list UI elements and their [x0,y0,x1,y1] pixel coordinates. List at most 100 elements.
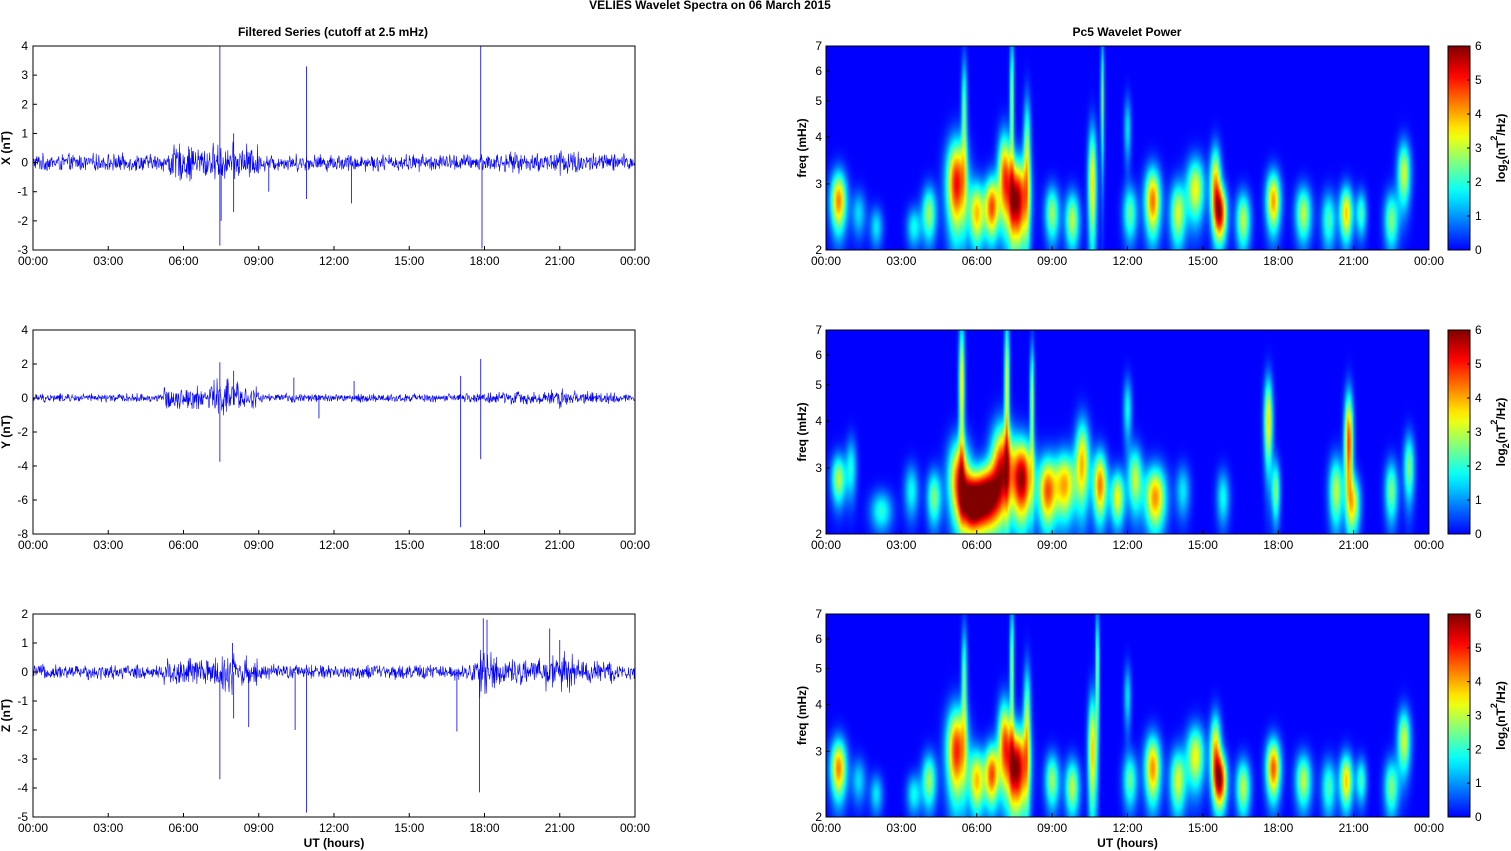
colorbar-tick-label: 1 [1475,209,1482,223]
x-tick-label: 03:00 [886,254,916,268]
y-tick-label: 4 [815,130,822,144]
x-tick-label: 21:00 [545,538,575,552]
y-tick-label: -3 [17,243,28,257]
y-axis-label: Z (nT) [0,699,13,732]
x-tick-label: 03:00 [93,254,123,268]
colorbar-label-part: log [1494,732,1508,750]
y-tick-label: 2 [815,810,822,824]
plot-area [33,614,635,817]
heatmap-panel-4: 2 3 4 5 6 7 00:00 03:00 06:00 09:00 12:00 15:00 18:0… [795,323,1511,552]
colorbar-label-part: /Hz) [1494,398,1508,420]
x-tick-label: 00:00 [811,821,841,835]
wavelet-power-image [826,330,1429,534]
x-tick-label: 15:00 [1188,254,1218,268]
y-tick-label: 6 [815,348,822,362]
x-tick-label: 15:00 [1188,821,1218,835]
x-tick-label: 03:00 [93,538,123,552]
panels: -3 -2 -1 0 1 2 3 4 00:00 03:00 06:00 09:00 12:00 15:0… [0,39,1511,850]
y-tick-label: 3 [815,744,822,758]
y-axis-label: Y (nT) [0,415,13,449]
colorbar-tick-label: 3 [1475,709,1482,723]
x-tick-label: 06:00 [168,821,198,835]
x-tick-label: 06:00 [168,538,198,552]
y-tick-label: 3 [815,177,822,191]
colorbar-tick-label: 0 [1475,810,1482,824]
colorbar-bar [1447,45,1471,251]
colorbar-label-part: log [1494,164,1508,182]
colorbar-tick-label: 1 [1475,776,1482,790]
x-tick-label: 00:00 [811,538,841,552]
y-tick-label: -6 [17,493,28,507]
y-tick-label: -5 [17,810,28,824]
y-tick-label: 1 [21,126,28,140]
line-panel-2: -5 -4 -3 -2 -1 0 1 2 00:00 03:00 06:00 09:00 12:00 15… [0,607,650,850]
y-tick-label: 2 [21,607,28,621]
heatmap-panel-3: 2 3 4 5 6 7 00:00 03:00 06:00 09:00 12:00 15:00 18:0… [795,39,1511,268]
colorbar-tick-label: 6 [1475,39,1482,53]
signal-trace [32,649,636,698]
colorbar-tick-label: 6 [1475,323,1482,337]
x-tick-label: 00:00 [811,254,841,268]
y-tick-label: 2 [815,243,822,257]
x-tick-label: 12:00 [319,821,349,835]
y-tick-label: 1 [21,636,28,650]
colorbar-label-part: 2 [1489,420,1499,425]
right-column-title: Pc5 Wavelet Power [1073,25,1182,39]
y-tick-label: -2 [17,214,28,228]
x-tick-label: 06:00 [962,538,992,552]
x-tick-label: 09:00 [1037,254,1067,268]
colorbar-tick-label: 3 [1475,141,1482,155]
colorbar-tick-label: 1 [1475,493,1482,507]
y-axis-label: freq (mHz) [795,686,809,745]
colorbar-label: log2(nT2/Hz) [1489,398,1511,467]
x-tick-label: 09:00 [1037,538,1067,552]
x-axis-label: UT (hours) [1097,836,1158,850]
y-tick-label: 3 [21,68,28,82]
y-axis-label: freq (mHz) [795,402,809,461]
y-tick-label: -4 [17,459,28,473]
colorbar-tick-label: 6 [1475,607,1482,621]
x-tick-label: 12:00 [1112,821,1142,835]
x-tick-label: 09:00 [244,254,274,268]
colorbar-label: log2(nT2/Hz) [1489,114,1511,183]
x-tick-label: 18:00 [1263,821,1293,835]
x-tick-label: 00:00 [1414,821,1444,835]
y-tick-label: 0 [21,156,28,170]
colorbar-label-part: 2 [1501,159,1511,164]
x-tick-label: 00:00 [620,821,650,835]
colorbar-label-part: (nT [1494,140,1508,159]
x-tick-label: 03:00 [886,538,916,552]
colorbar-tick-label: 5 [1475,641,1482,655]
x-tick-label: 12:00 [1112,538,1142,552]
y-tick-label: 0 [21,665,28,679]
x-tick-label: 00:00 [620,254,650,268]
y-tick-label: -2 [17,425,28,439]
colorbar-tick-label: 2 [1475,459,1482,473]
y-tick-label: 7 [815,607,822,621]
colorbar-label-part: 2 [1489,703,1499,708]
y-tick-label: 2 [21,97,28,111]
x-tick-label: 03:00 [886,821,916,835]
x-tick-label: 21:00 [1339,254,1369,268]
colorbar-tick-label: 5 [1475,73,1482,87]
x-tick-label: 18:00 [469,254,499,268]
colorbar-tick-label: 4 [1475,107,1482,121]
y-tick-label: 4 [21,39,28,53]
y-tick-label: 3 [815,461,822,475]
colorbar-bar [1447,613,1471,818]
y-tick-label: -3 [17,752,28,766]
x-tick-label: 12:00 [319,538,349,552]
y-axis-label: freq (mHz) [795,118,809,177]
x-tick-label: 06:00 [168,254,198,268]
figure-suptitle: VELIES Wavelet Spectra on 06 March 2015 [589,0,831,12]
colorbar-label-part: 2 [1501,443,1511,448]
colorbar-label-part: 2 [1501,727,1511,732]
x-tick-label: 21:00 [545,254,575,268]
x-tick-label: 15:00 [1188,538,1218,552]
y-axis-label: X (nT) [0,131,13,165]
x-tick-label: 18:00 [469,538,499,552]
colorbar-tick-label: 2 [1475,742,1482,756]
y-tick-label: -2 [17,723,28,737]
